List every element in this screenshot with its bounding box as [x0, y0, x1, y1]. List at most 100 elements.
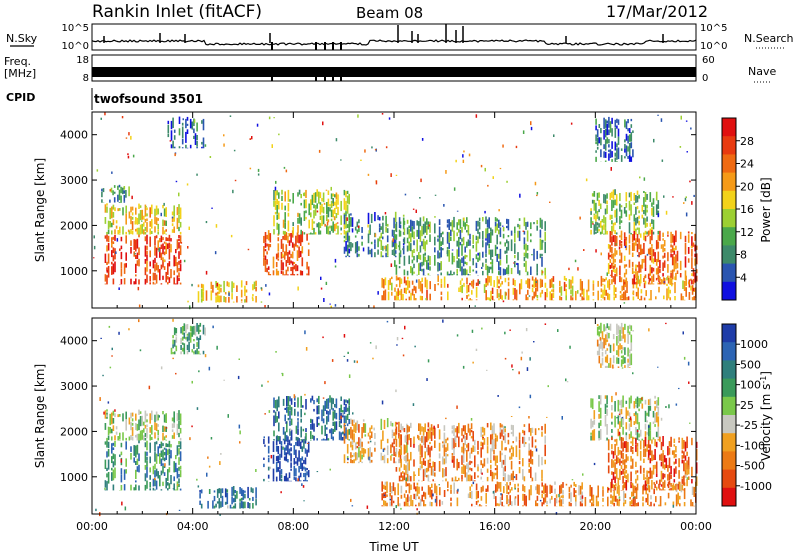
heatmap-cell [443, 468, 446, 477]
heatmap-cell [333, 216, 336, 221]
heatmap-cell [502, 300, 505, 303]
heatmap-cell [146, 222, 148, 233]
heatmap-cell [136, 227, 139, 235]
heatmap-cell [624, 119, 626, 128]
heatmap-cell [398, 475, 401, 482]
heatmap-cell [405, 505, 407, 507]
heatmap-cell [625, 264, 628, 267]
heatmap-cell [657, 282, 660, 285]
heatmap-cell [139, 205, 142, 208]
heatmap-cell [167, 263, 169, 275]
heatmap-cell [464, 268, 466, 276]
heatmap-cell [630, 132, 633, 142]
heatmap-cell [632, 292, 634, 294]
heatmap-cell [391, 495, 393, 506]
heatmap-cell [178, 484, 180, 487]
heatmap-cell [653, 503, 655, 507]
velocity-cells [95, 318, 698, 517]
heatmap-cell [667, 446, 669, 456]
heatmap-cell [228, 297, 230, 303]
heatmap-cell [378, 223, 381, 228]
heatmap-cell [646, 194, 648, 200]
heatmap-cell [305, 399, 307, 410]
heatmap-cell [581, 296, 583, 301]
heatmap-cell [474, 472, 476, 479]
heatmap-cell [481, 327, 483, 330]
heatmap-cell [324, 400, 326, 411]
heatmap-cell [651, 207, 653, 216]
heatmap-cell [482, 463, 484, 468]
heatmap-cell [498, 293, 500, 298]
heatmap-cell [551, 293, 553, 301]
heatmap-cell [185, 336, 187, 340]
heatmap-cell [179, 282, 182, 285]
heatmap-cell [514, 243, 516, 254]
heatmap-cell [593, 429, 596, 441]
heatmap-cell [149, 456, 151, 464]
heatmap-cell [115, 431, 118, 435]
heatmap-cell [646, 432, 648, 435]
heatmap-cell [346, 444, 349, 454]
heatmap-cell [117, 436, 119, 441]
heatmap-cell [522, 505, 524, 507]
heatmap-cell [638, 422, 640, 430]
heatmap-cell [643, 278, 645, 282]
heatmap-cell [618, 485, 620, 496]
heatmap-cell [568, 486, 571, 493]
heatmap-cell [462, 425, 465, 432]
heatmap-cell [523, 217, 526, 227]
heatmap-cell [509, 475, 511, 481]
heatmap-cell [247, 486, 249, 499]
heatmap-cell [178, 432, 180, 438]
heatmap-cell [632, 149, 634, 158]
heatmap-cell [178, 420, 180, 429]
heatmap-cell [135, 274, 137, 277]
y-tick-label: 2000 [60, 425, 88, 438]
heatmap-cell [636, 190, 639, 195]
heatmap-cell [496, 253, 498, 262]
heatmap-cell [470, 461, 473, 464]
heatmap-cell [528, 489, 531, 501]
heatmap-cell [692, 242, 695, 247]
heatmap-cell [364, 423, 367, 433]
heatmap-cell [416, 508, 418, 511]
heatmap-cell [631, 242, 634, 251]
heatmap-cell [608, 144, 610, 148]
heatmap-cell [420, 178, 422, 183]
heatmap-cell [358, 424, 360, 433]
heatmap-cell [450, 229, 452, 236]
heatmap-cell [679, 260, 682, 271]
heatmap-cell [422, 238, 425, 250]
heatmap-cell [130, 484, 132, 491]
colorbar-tick-label: 100 [740, 379, 761, 392]
heatmap-cell [632, 330, 634, 332]
heatmap-cell [300, 439, 302, 441]
heatmap-cell [394, 451, 397, 457]
heatmap-cell [683, 489, 685, 491]
heatmap-cell [501, 429, 503, 437]
heatmap-cell [205, 290, 208, 301]
heatmap-cell [118, 184, 121, 188]
heatmap-cell [551, 278, 553, 288]
heatmap-cell [604, 334, 607, 346]
heatmap-cell [137, 286, 140, 291]
heatmap-cell [614, 157, 617, 162]
heatmap-cell [615, 232, 618, 235]
heatmap-cell [170, 120, 173, 130]
heatmap-cell [418, 479, 420, 482]
heatmap-cell [327, 226, 330, 235]
heatmap-cell [422, 469, 425, 481]
heatmap-cell [293, 458, 296, 465]
heatmap-cell [284, 222, 286, 229]
heatmap-cell [383, 279, 385, 289]
heatmap-cell [657, 416, 660, 427]
heatmap-cell [228, 282, 230, 288]
heatmap-cell [112, 278, 115, 285]
heatmap-cell [319, 202, 322, 205]
heatmap-cell [106, 481, 108, 491]
heatmap-cell [144, 484, 147, 491]
heatmap-cell [385, 146, 388, 149]
heatmap-cell [111, 222, 113, 228]
heatmap-cell [455, 159, 457, 163]
heatmap-cell [604, 403, 607, 414]
